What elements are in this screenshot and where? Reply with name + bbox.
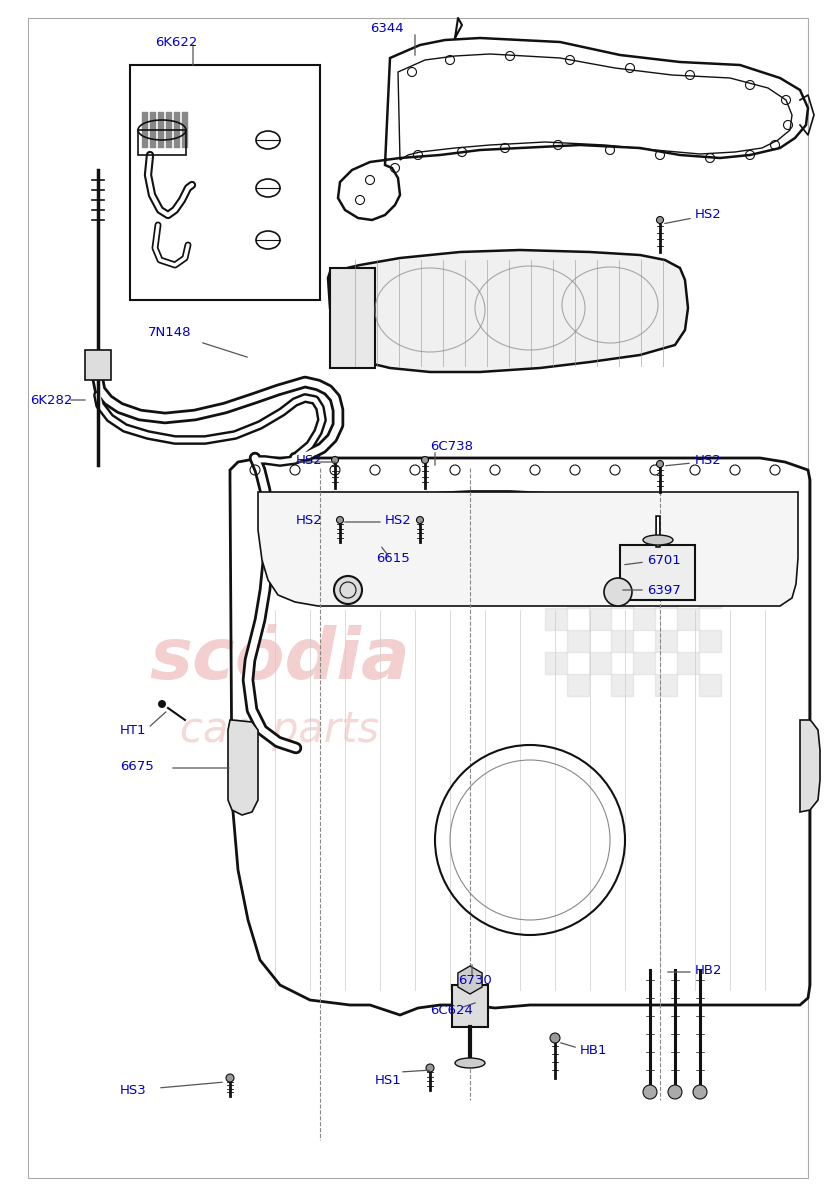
Bar: [699, 542, 721, 564]
Circle shape: [550, 1033, 560, 1043]
Bar: [567, 586, 589, 608]
Circle shape: [334, 576, 362, 604]
Text: HS2: HS2: [296, 514, 323, 527]
Ellipse shape: [455, 1058, 485, 1068]
Text: scödia: scödia: [149, 625, 410, 695]
Text: 6344: 6344: [370, 22, 404, 35]
Text: 6675: 6675: [120, 760, 153, 773]
Circle shape: [226, 1074, 234, 1082]
Text: 6397: 6397: [647, 583, 681, 596]
Bar: [699, 630, 721, 652]
Bar: [567, 630, 589, 652]
Bar: [545, 608, 567, 630]
Bar: [699, 674, 721, 696]
Circle shape: [668, 1085, 682, 1099]
Text: 7N148: 7N148: [148, 326, 192, 340]
Text: HS2: HS2: [695, 209, 721, 222]
Text: HS3: HS3: [120, 1084, 147, 1097]
Text: 6C624: 6C624: [430, 1003, 473, 1016]
Bar: [567, 674, 589, 696]
Bar: [130, 65, 320, 300]
Bar: [589, 652, 611, 674]
Circle shape: [656, 461, 664, 468]
Bar: [677, 520, 699, 542]
Bar: [633, 520, 655, 542]
Bar: [677, 608, 699, 630]
Text: HT1: HT1: [120, 724, 147, 737]
Bar: [611, 586, 633, 608]
Bar: [655, 630, 677, 652]
Text: HB2: HB2: [695, 964, 722, 977]
Circle shape: [693, 1085, 707, 1099]
Bar: [633, 608, 655, 630]
Bar: [150, 112, 156, 148]
Bar: [166, 112, 172, 148]
Text: 6615: 6615: [376, 552, 409, 564]
Bar: [655, 542, 677, 564]
Circle shape: [421, 456, 429, 463]
Polygon shape: [258, 492, 798, 606]
Bar: [138, 130, 186, 155]
Text: car  parts: car parts: [180, 709, 379, 751]
Bar: [452, 985, 488, 1027]
Circle shape: [331, 456, 339, 463]
Text: HS2: HS2: [695, 454, 721, 467]
Text: HS1: HS1: [375, 1074, 402, 1086]
Bar: [589, 520, 611, 542]
Bar: [330, 268, 375, 368]
Bar: [589, 608, 611, 630]
Circle shape: [604, 578, 632, 606]
Polygon shape: [228, 720, 258, 815]
Bar: [142, 112, 148, 148]
Circle shape: [426, 1064, 434, 1072]
Bar: [633, 564, 655, 586]
Bar: [655, 586, 677, 608]
Ellipse shape: [643, 535, 673, 545]
Bar: [677, 652, 699, 674]
Bar: [174, 112, 180, 148]
Bar: [589, 564, 611, 586]
Text: 6730: 6730: [458, 973, 492, 986]
Text: HS2: HS2: [296, 454, 323, 467]
Circle shape: [416, 516, 424, 523]
Circle shape: [656, 216, 664, 223]
Text: 6K622: 6K622: [155, 36, 198, 48]
Circle shape: [336, 516, 344, 523]
Bar: [633, 652, 655, 674]
Circle shape: [158, 700, 166, 708]
Text: 6K282: 6K282: [30, 394, 73, 407]
Bar: [655, 674, 677, 696]
Bar: [699, 586, 721, 608]
Circle shape: [643, 1085, 657, 1099]
Polygon shape: [800, 720, 820, 812]
Bar: [545, 652, 567, 674]
Bar: [85, 350, 111, 380]
Bar: [567, 542, 589, 564]
Polygon shape: [328, 250, 688, 372]
Bar: [611, 674, 633, 696]
Text: 6C738: 6C738: [430, 440, 473, 454]
Bar: [545, 520, 567, 542]
Bar: [545, 564, 567, 586]
Bar: [611, 542, 633, 564]
Text: HS2: HS2: [385, 514, 412, 527]
Text: HB1: HB1: [580, 1044, 607, 1056]
Bar: [182, 112, 188, 148]
Bar: [677, 564, 699, 586]
Bar: [158, 112, 164, 148]
Text: 6701: 6701: [647, 553, 681, 566]
Bar: [620, 545, 695, 600]
Bar: [611, 630, 633, 652]
